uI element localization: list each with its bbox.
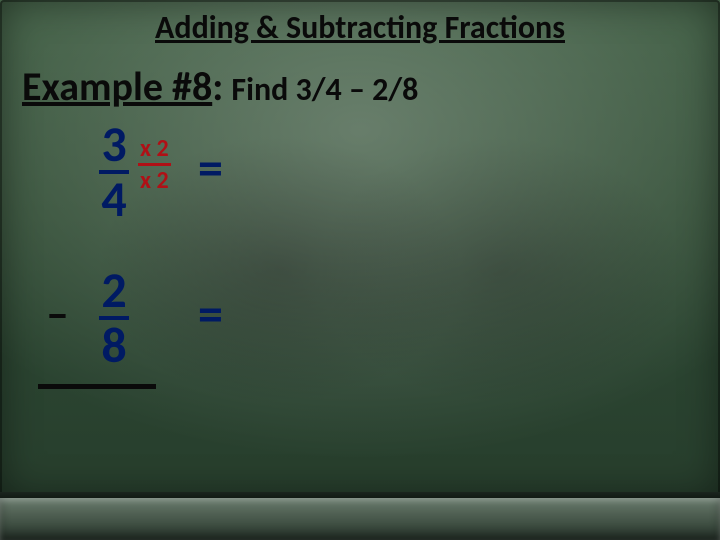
- work-row-1: 3 4 x 2 x 2 =: [46, 120, 466, 250]
- fraction-2: 2 8: [94, 266, 134, 372]
- subtraction-line: [38, 384, 156, 389]
- fraction-1-denominator: 4: [101, 169, 126, 230]
- minus-sign: –: [46, 286, 69, 342]
- work-area: 3 4 x 2 x 2 = – 2 8 =: [46, 120, 466, 380]
- equals-2: =: [198, 284, 223, 345]
- fraction-2-numerator: 2: [99, 266, 129, 320]
- multiplier-1-top: x 2: [138, 134, 171, 166]
- fraction-2-denominator: 8: [101, 315, 126, 376]
- equals-1: =: [198, 138, 223, 199]
- fraction-1-numerator: 3: [99, 120, 129, 174]
- example-colon: :: [212, 62, 223, 111]
- example-prompt: Find 3/4 – 2/8: [231, 70, 418, 109]
- chalk-tray: [0, 498, 720, 540]
- multiplier-1: x 2 x 2: [138, 134, 171, 195]
- work-row-2: – 2 8 =: [46, 266, 466, 396]
- multiplier-1-bottom: x 2: [138, 166, 171, 195]
- example-label: Example #8: [22, 62, 212, 111]
- fraction-1: 3 4: [94, 120, 134, 226]
- example-heading: Example #8: Find 3/4 – 2/8: [22, 62, 418, 111]
- page-title: Adding & Subtracting Fractions: [0, 8, 720, 47]
